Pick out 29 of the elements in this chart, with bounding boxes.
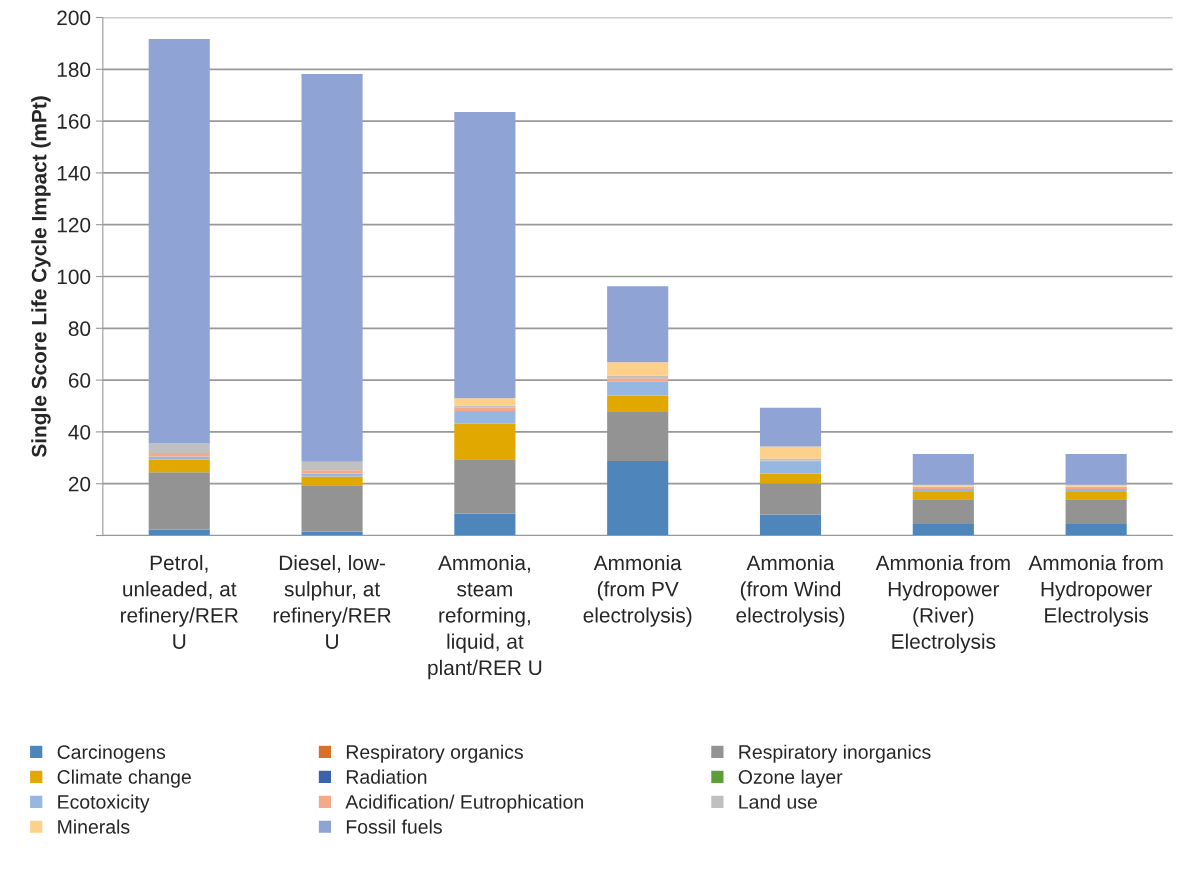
legend-label: Fossil fuels: [346, 819, 442, 834]
x-tick-label: Diesel, low-sulphur, at refinery/RER U: [273, 554, 391, 649]
x-tick-label: Ammonia (from PV electrolysis): [583, 554, 692, 627]
y-tick-label: 40: [68, 424, 91, 440]
legend-label: Acidification/ Eutrophication: [345, 794, 583, 813]
legend-label: Respiratory organics: [346, 744, 523, 763]
legend-label: Radiation: [346, 769, 427, 784]
legend-label: Minerals: [58, 819, 130, 834]
x-tick-label: Ammonia, steam reforming, liquid, at plant/RER U: [428, 554, 542, 680]
y-tick-label: 180: [57, 62, 91, 78]
y-tick-label: 120: [57, 217, 91, 233]
y-tick-label: 80: [68, 321, 91, 337]
x-tick-label: Petrol, unleaded, at refinery/RER U: [121, 554, 238, 649]
legend-label: Ecotoxicity: [58, 794, 150, 813]
y-tick-label: 160: [57, 114, 91, 129]
y-tick-label: 60: [68, 373, 91, 388]
x-tick-label: Ammonia from Hydropower (River) Electrolysis: [875, 554, 1010, 654]
x-tick-label: Ammonia from Hydropower Electrolysis: [1028, 554, 1163, 627]
y-tick-label: 20: [68, 476, 91, 492]
legend-label: Respiratory inorganics: [739, 744, 931, 763]
legend-label: Carcinogens: [57, 744, 166, 763]
x-tick-label: Ammonia (from Wind electrolysis): [736, 554, 845, 627]
y-tick-label: 100: [57, 269, 91, 285]
y-tick-label: 200: [57, 10, 91, 26]
y-tick-label: 140: [57, 165, 91, 181]
legend-label: Ozone layer: [738, 769, 843, 788]
y-axis-title: Single Score Life Cycle Impact (mPt): [31, 96, 51, 458]
legend-label: Climate change: [57, 769, 191, 788]
legend-label: Land use: [739, 794, 817, 809]
